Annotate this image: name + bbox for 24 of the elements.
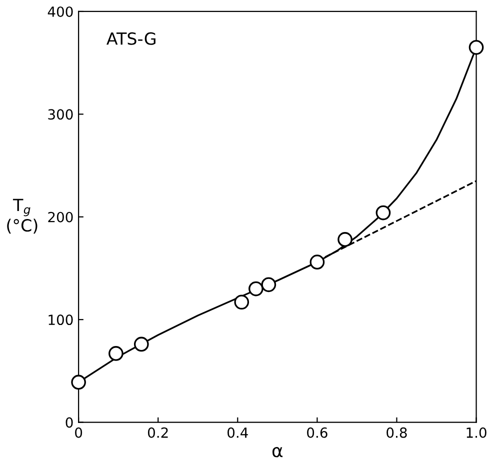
point — [310, 254, 325, 270]
x-axis-title: α — [272, 446, 283, 458]
point — [338, 232, 352, 247]
x-tick-label: 0.2 — [148, 427, 168, 438]
y-tick-label: 300 — [48, 109, 73, 120]
y-tick-label: 200 — [48, 212, 73, 222]
point — [134, 336, 149, 352]
point — [468, 40, 484, 55]
point — [234, 294, 250, 310]
point — [261, 277, 276, 292]
point — [108, 346, 124, 361]
point — [71, 374, 86, 390]
y-tick-label: 100 — [48, 314, 73, 326]
y-tick-label: 0 — [66, 417, 73, 428]
x-tick-label: 0.8 — [386, 427, 407, 438]
y-axis-title: T$_{g}$ (°C) — [7, 198, 38, 234]
point — [248, 281, 264, 296]
x-tick-label: 0.4 — [228, 427, 248, 438]
y-tick-label: 400 — [48, 6, 73, 17]
x-tick-label: 0.6 — [307, 427, 328, 438]
annotation: ATS-G — [106, 32, 156, 45]
point — [376, 205, 391, 220]
x-tick-label: 1.0 — [466, 427, 486, 438]
x-tick-label: 0 — [75, 427, 82, 438]
